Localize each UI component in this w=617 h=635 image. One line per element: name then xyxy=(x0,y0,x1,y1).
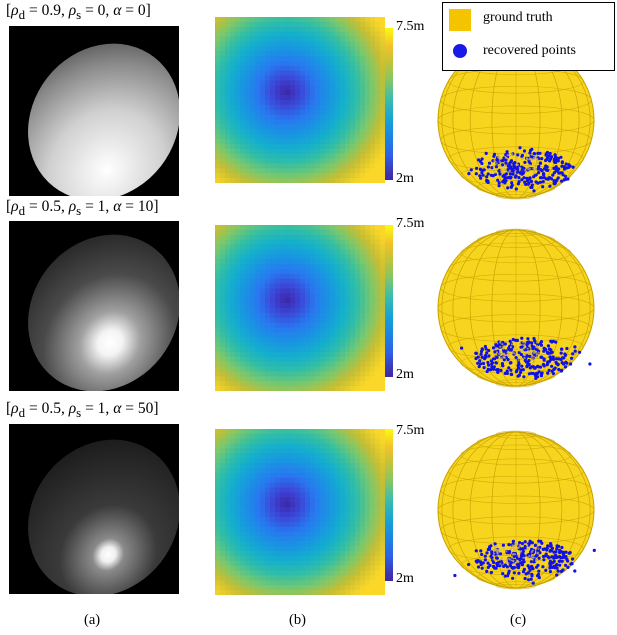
caption-b: (b) xyxy=(289,612,306,628)
depth-map-1 xyxy=(215,17,385,183)
shading-image-2 xyxy=(9,221,180,392)
depth-map-2 xyxy=(215,225,385,391)
legend: ground truth recovered points xyxy=(442,2,615,71)
shading-image-1 xyxy=(9,26,180,201)
colorbar-2-max: 7.5m xyxy=(396,216,425,231)
sphere-plot-1 xyxy=(437,40,595,200)
colorbar-1 xyxy=(385,28,393,180)
shading-image-3 xyxy=(9,424,180,597)
row-2-label: [ρd = 0.5, ρs = 1, α = 10] xyxy=(6,198,159,219)
sphere-plot-3 xyxy=(437,430,596,590)
recovered-points-label: recovered points xyxy=(483,43,576,58)
row-3-label: [ρd = 0.5, ρs = 1, α = 50] xyxy=(6,400,159,421)
ground-truth-swatch xyxy=(449,9,471,31)
row-1-label: [ρd = 0.9, ρs = 0, α = 0] xyxy=(6,2,151,23)
colorbar-3 xyxy=(385,429,393,581)
ground-truth-label: ground truth xyxy=(483,10,553,25)
caption-c: (c) xyxy=(510,612,527,628)
colorbar-3-min: 2m xyxy=(396,571,414,586)
sphere-plot-2 xyxy=(437,228,595,388)
colorbar-1-max: 7.5m xyxy=(396,19,425,34)
colorbar-1-min: 2m xyxy=(396,171,414,186)
colorbar-3-max: 7.5m xyxy=(396,423,425,438)
caption-a: (a) xyxy=(84,612,101,628)
recovered-points-marker xyxy=(453,44,467,58)
colorbar-2-min: 2m xyxy=(396,367,414,382)
colorbar-2 xyxy=(385,225,393,377)
depth-map-3 xyxy=(215,429,385,595)
